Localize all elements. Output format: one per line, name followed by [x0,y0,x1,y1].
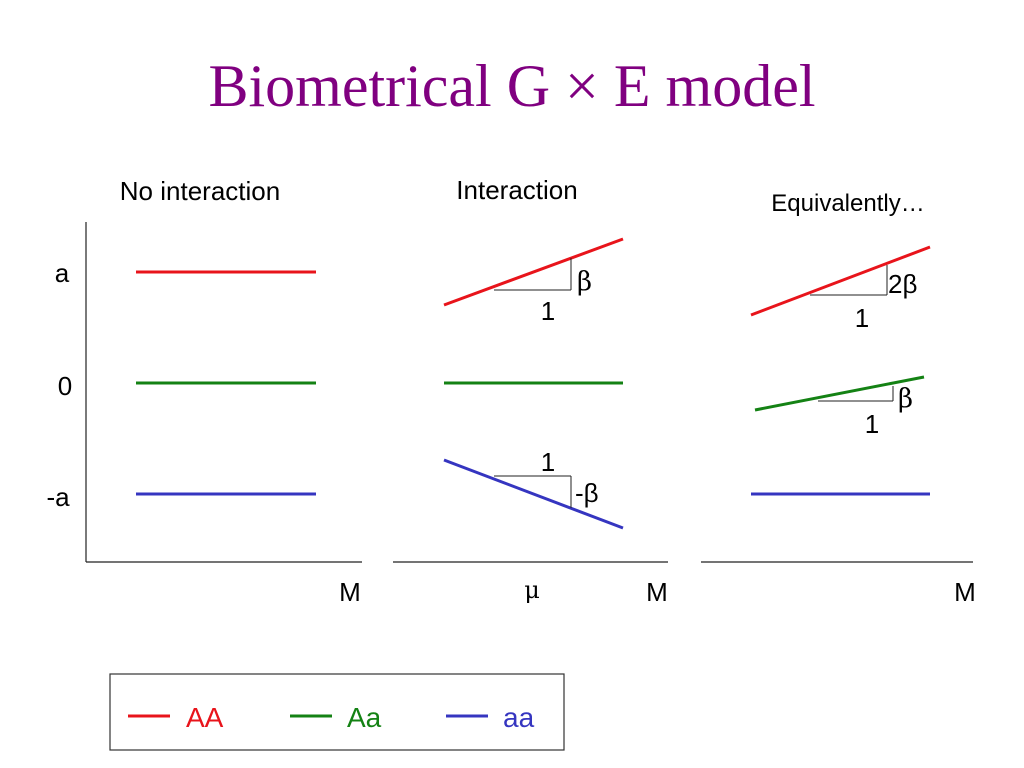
y-label-neg-a: -a [46,482,70,512]
panel-heading-no-interaction: No interaction [120,176,280,206]
legend-label-AA: AA [186,702,224,733]
slope-triangle-negative: 1 -β [494,447,599,508]
slope-triangle-positive: 1 β [494,258,592,326]
slope-triangle-AA: 1 2β [810,265,917,333]
line-Aa [754,375,925,412]
legend-label-Aa: Aa [347,702,382,733]
slope-run-label: 1 [541,447,555,477]
line-AA [750,245,931,317]
slope-rise-label: -β [575,478,599,508]
slope-run-label: 1 [865,409,879,439]
slope-run-label: 1 [541,296,555,326]
line-AA [443,237,624,307]
x-label-M: M [954,577,976,607]
slope-rise-label: 2β [888,269,917,299]
x-label-M: M [339,577,361,607]
slope-triangle-Aa: 1 β [818,384,913,439]
y-label-a: a [55,258,70,288]
slope-run-label: 1 [855,303,869,333]
legend: AA Aa aa [109,673,565,751]
line-aa [443,458,624,530]
panel-heading-equivalently: Equivalently… [771,190,924,217]
slide-title: Biometrical G × E model [208,53,815,119]
panel-equivalently: Equivalently… 1 2β 1 β M [701,190,976,607]
y-label-zero: 0 [58,371,72,401]
legend-label-aa: aa [503,702,535,733]
panel-no-interaction: No interaction a 0 -a M [46,176,362,607]
legend-box [109,673,565,751]
panel-heading-interaction: Interaction [456,175,577,205]
x-mean-mu-label: μ [524,576,540,604]
slope-rise-label: β [898,384,913,414]
x-label-M: M [646,577,668,607]
panel-interaction: Interaction 1 β 1 -β μ M [393,175,668,607]
slope-rise-label: β [577,267,592,297]
